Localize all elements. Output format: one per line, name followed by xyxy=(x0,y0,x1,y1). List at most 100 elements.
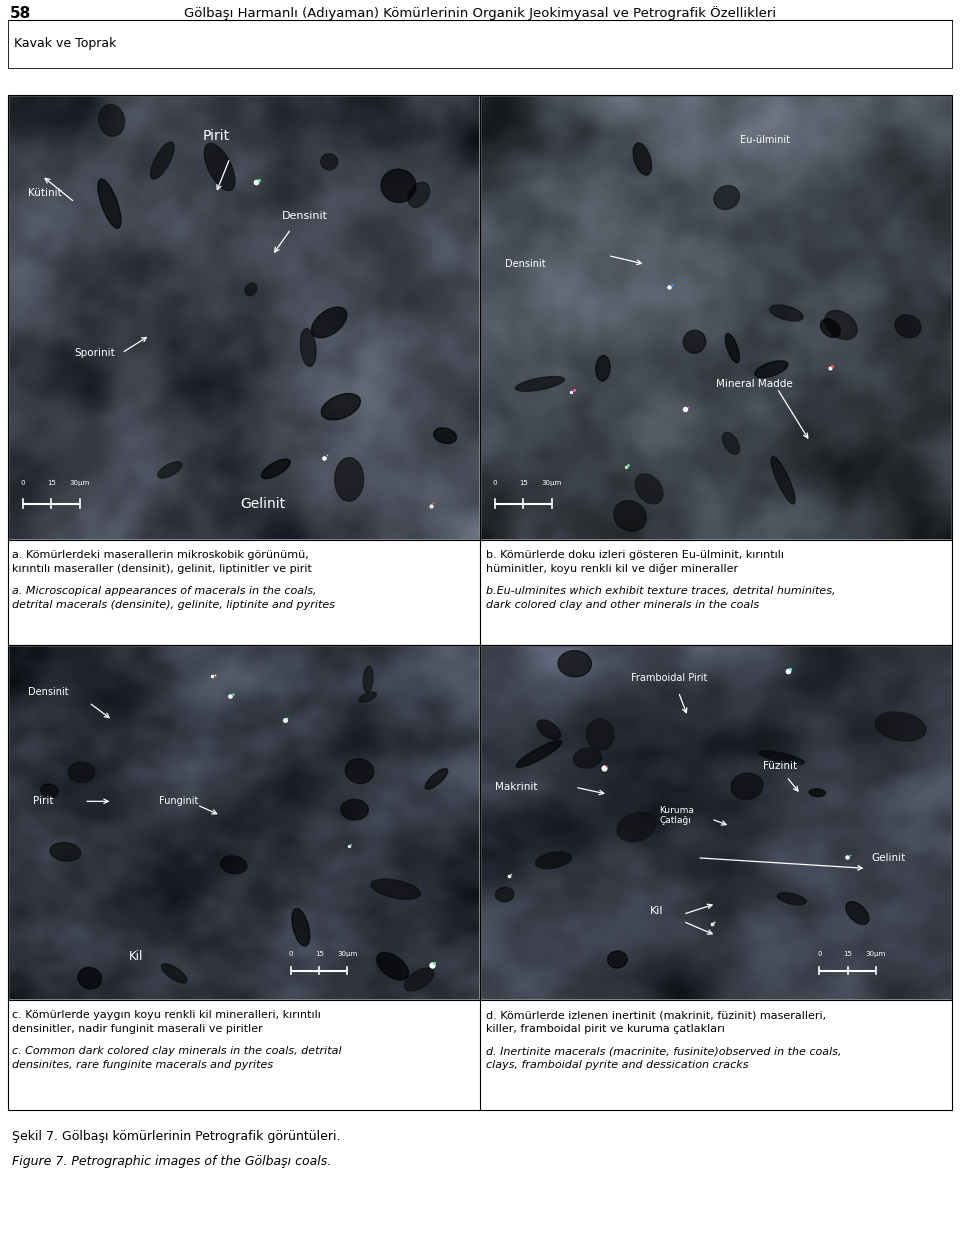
Text: kırıntılı maseraller (densinit), gelinit, liptinitler ve pirit: kırıntılı maseraller (densinit), gelinit… xyxy=(12,563,312,574)
Ellipse shape xyxy=(346,759,373,783)
Bar xyxy=(8,1000,952,1109)
Text: 15: 15 xyxy=(315,950,324,956)
Text: Sporinit: Sporinit xyxy=(75,348,115,358)
Ellipse shape xyxy=(809,789,826,797)
Text: d. Kömürlerde izlenen inertinit (makrinit, füzinit) maseralleri,: d. Kömürlerde izlenen inertinit (makrini… xyxy=(486,1010,827,1020)
Ellipse shape xyxy=(778,892,806,905)
Ellipse shape xyxy=(821,319,840,338)
Text: dark colored clay and other minerals in the coals: dark colored clay and other minerals in … xyxy=(486,600,759,610)
Ellipse shape xyxy=(846,901,869,925)
Text: 30μm: 30μm xyxy=(69,479,89,486)
Ellipse shape xyxy=(312,307,347,338)
Ellipse shape xyxy=(78,968,102,989)
Ellipse shape xyxy=(425,768,447,789)
Text: 15: 15 xyxy=(843,950,852,956)
Ellipse shape xyxy=(359,692,376,702)
Ellipse shape xyxy=(157,462,182,478)
Text: 30μm: 30μm xyxy=(866,950,886,956)
Ellipse shape xyxy=(99,104,125,137)
Text: Densinit: Densinit xyxy=(281,211,327,221)
Ellipse shape xyxy=(371,878,420,899)
Text: Densinit: Densinit xyxy=(28,686,68,697)
Text: 0: 0 xyxy=(21,479,25,486)
Ellipse shape xyxy=(755,360,788,378)
Ellipse shape xyxy=(434,428,457,443)
Text: Framboidal Pirit: Framboidal Pirit xyxy=(631,673,708,683)
Ellipse shape xyxy=(731,773,763,799)
Ellipse shape xyxy=(771,457,795,503)
Text: d. Inertinite macerals (macrinite, fusinite)observed in the coals,: d. Inertinite macerals (macrinite, fusin… xyxy=(486,1045,842,1055)
Ellipse shape xyxy=(587,719,614,750)
Text: 0: 0 xyxy=(492,479,497,486)
Text: Funginit: Funginit xyxy=(159,797,199,806)
Text: Makrinit: Makrinit xyxy=(495,782,538,792)
Ellipse shape xyxy=(341,799,369,820)
Ellipse shape xyxy=(726,334,739,363)
Text: Gelinit: Gelinit xyxy=(240,497,285,511)
Text: 30μm: 30μm xyxy=(337,950,357,956)
Bar xyxy=(8,645,952,1000)
Ellipse shape xyxy=(634,143,652,176)
Ellipse shape xyxy=(204,143,235,191)
Ellipse shape xyxy=(596,355,611,382)
Text: 15: 15 xyxy=(518,479,528,486)
Ellipse shape xyxy=(516,740,562,767)
Text: Şekil 7. Gölbaşı kömürlerinin Petrografik görüntüleri.: Şekil 7. Gölbaşı kömürlerinin Petrografi… xyxy=(12,1130,341,1143)
Ellipse shape xyxy=(636,474,663,505)
Text: killer, framboidal pirit ve kuruma çatlakları: killer, framboidal pirit ve kuruma çatla… xyxy=(486,1024,725,1034)
Ellipse shape xyxy=(895,315,921,338)
Ellipse shape xyxy=(536,852,571,868)
Text: 15: 15 xyxy=(47,479,56,486)
Text: Kil: Kil xyxy=(650,906,663,916)
Ellipse shape xyxy=(573,748,601,768)
Text: 0: 0 xyxy=(817,950,822,956)
Text: 30μm: 30μm xyxy=(541,479,562,486)
Ellipse shape xyxy=(876,712,925,740)
Text: a. Kömürlerdeki maserallerin mikroskobik görünümü,: a. Kömürlerdeki maserallerin mikroskobik… xyxy=(12,550,309,560)
Text: Pirit: Pirit xyxy=(33,797,53,806)
Text: densinites, rare funginite macerals and pyrites: densinites, rare funginite macerals and … xyxy=(12,1060,274,1071)
Text: a. Microscopical appearances of macerals in the coals,: a. Microscopical appearances of macerals… xyxy=(12,586,317,596)
Bar xyxy=(8,540,952,645)
Ellipse shape xyxy=(714,186,739,210)
Text: b.Eu-ulminites which exhibit texture traces, detrital huminites,: b.Eu-ulminites which exhibit texture tra… xyxy=(486,586,835,596)
Ellipse shape xyxy=(261,459,290,478)
Ellipse shape xyxy=(770,305,804,321)
Ellipse shape xyxy=(759,750,804,764)
Ellipse shape xyxy=(613,501,646,531)
Text: Füzinit: Füzinit xyxy=(763,761,797,771)
Text: Mineral Madde: Mineral Madde xyxy=(716,379,793,389)
Ellipse shape xyxy=(322,394,360,420)
Ellipse shape xyxy=(516,376,564,392)
Text: clays, framboidal pyrite and dessication cracks: clays, framboidal pyrite and dessication… xyxy=(486,1060,749,1071)
Text: Kavak ve Toprak: Kavak ve Toprak xyxy=(14,38,116,50)
Ellipse shape xyxy=(617,812,656,842)
Ellipse shape xyxy=(161,964,187,983)
Ellipse shape xyxy=(335,458,364,501)
Text: Kütinit: Kütinit xyxy=(28,188,61,198)
Bar xyxy=(8,20,952,68)
Ellipse shape xyxy=(98,179,121,228)
Ellipse shape xyxy=(825,310,857,340)
Ellipse shape xyxy=(408,182,430,207)
Ellipse shape xyxy=(684,330,706,353)
Ellipse shape xyxy=(321,154,338,169)
Text: 58: 58 xyxy=(10,6,32,21)
Ellipse shape xyxy=(300,329,316,366)
Text: Gelinit: Gelinit xyxy=(871,853,905,862)
Text: c. Kömürlerde yaygın koyu renkli kil mineralleri, kırıntılı: c. Kömürlerde yaygın koyu renkli kil min… xyxy=(12,1010,321,1020)
Text: Figure 7. Petrographic images of the Gölbaşı coals.: Figure 7. Petrographic images of the Göl… xyxy=(12,1155,331,1168)
Ellipse shape xyxy=(50,842,81,861)
Ellipse shape xyxy=(558,650,591,676)
Text: detrital macerals (densinite), gelinite, liptinite and pyrites: detrital macerals (densinite), gelinite,… xyxy=(12,600,335,610)
Text: Gölbaşı Harmanlı (Adıyaman) Kömürlerinin Organik Jeokimyasal ve Petrografik Özel: Gölbaşı Harmanlı (Adıyaman) Kömürlerinin… xyxy=(184,6,776,20)
Ellipse shape xyxy=(221,856,247,873)
Text: hüminitler, koyu renkli kil ve diğer mineraller: hüminitler, koyu renkli kil ve diğer min… xyxy=(486,563,738,575)
Text: Kuruma
Çatlağı: Kuruma Çatlağı xyxy=(660,806,694,825)
Ellipse shape xyxy=(68,762,95,782)
Text: Eu-ülminit: Eu-ülminit xyxy=(739,136,789,146)
Ellipse shape xyxy=(608,951,627,968)
Text: c. Common dark colored clay minerals in the coals, detrital: c. Common dark colored clay minerals in … xyxy=(12,1045,342,1055)
Ellipse shape xyxy=(381,169,416,202)
Ellipse shape xyxy=(723,433,739,454)
